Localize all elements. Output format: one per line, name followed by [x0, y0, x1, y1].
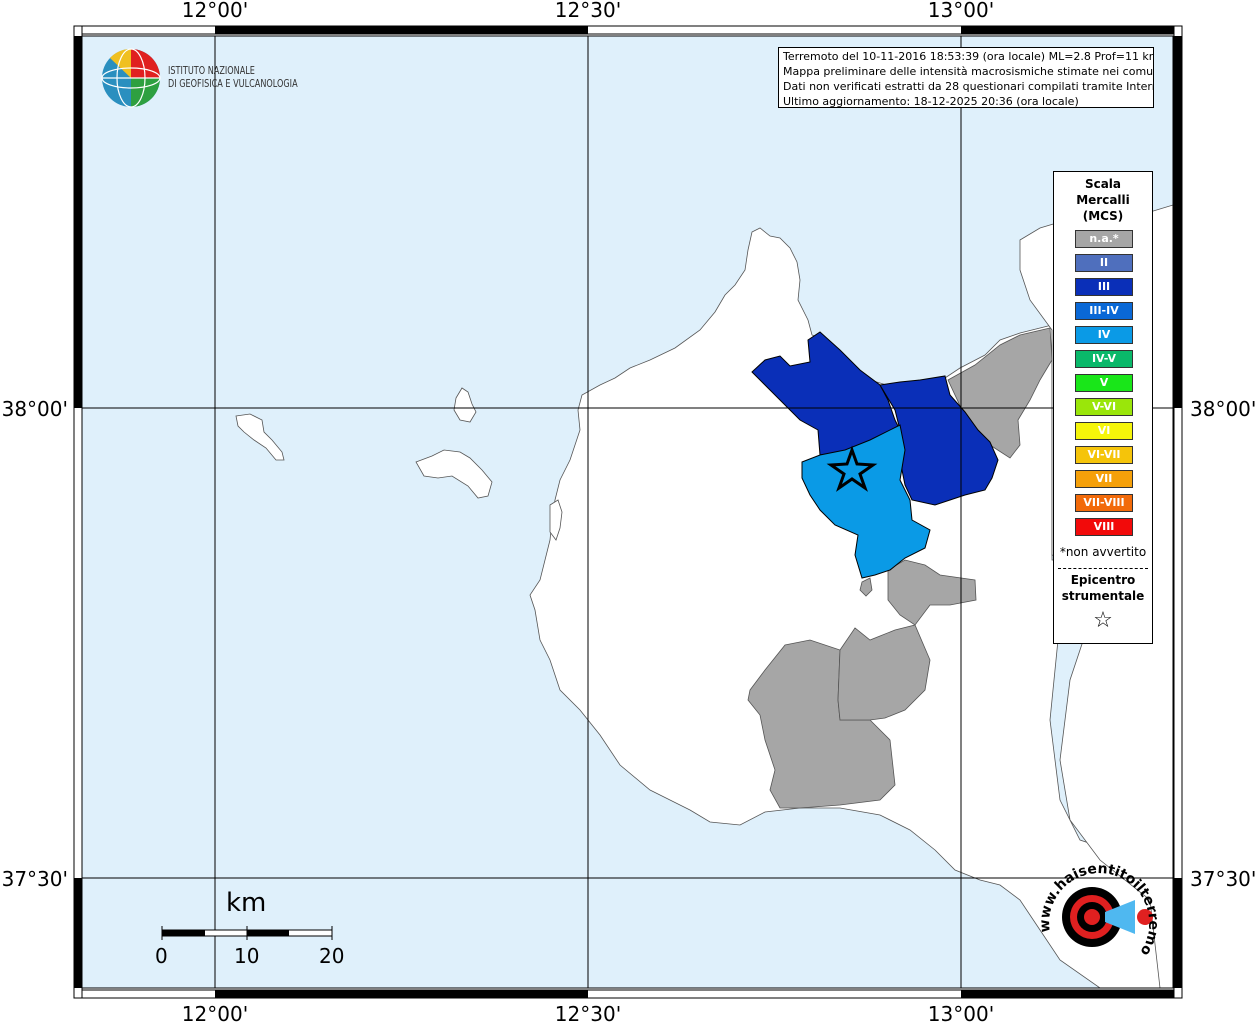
comune-na-south3 — [837, 624, 931, 721]
legend-epicentre: Epicentro strumentale — [1054, 572, 1152, 604]
legend-item: VI — [1075, 422, 1133, 440]
legend-title-2: Mercalli — [1076, 193, 1130, 207]
legend-items: n.a.* II III III-IV IV IV-V V V-VI VI VI-VII VII VI… — [1075, 230, 1133, 542]
lon-label-top-1: 12°00' — [182, 0, 248, 22]
ingv-logo-icon — [101, 48, 161, 108]
legend-item: V — [1075, 374, 1133, 392]
legend-item: n.a.* — [1075, 230, 1133, 248]
legend-epicentre-1: Epicentro — [1070, 573, 1136, 587]
mcs-legend: Scala Mercalli (MCS) n.a.* II III III-IV IV I… — [1053, 171, 1153, 644]
lon-label-bottom-1: 12°00' — [182, 1002, 248, 1024]
legend-item: VIII — [1075, 518, 1133, 536]
lat-label-left-2: 37°30' — [2, 867, 68, 891]
scale-tick-0: 0 — [155, 944, 168, 968]
legend-item: VII — [1075, 470, 1133, 488]
legend-title-3: (MCS) — [1082, 209, 1124, 223]
lon-label-top-3: 13°00' — [928, 0, 994, 22]
logo-line-1: ISTITUTO NAZIONALE — [168, 64, 255, 77]
info-line-2: Mappa preliminare delle intensità macros… — [783, 65, 1154, 78]
scale-tick-20: 20 — [319, 944, 345, 968]
logo-line-2: DI GEOFISICA E VULCANOLOGIA — [168, 77, 298, 90]
ingv-logo-text: ISTITUTO NAZIONALE DI GEOFISICA E VULCAN… — [168, 64, 298, 90]
comune-iv — [801, 424, 931, 579]
info-line-1: Terremoto del 10-11-2016 18:53:39 (ora l… — [783, 50, 1154, 63]
legend-note: *non avvertito — [1059, 545, 1147, 559]
scale-unit: km — [226, 888, 267, 918]
legend-epicentre-2: strumentale — [1061, 589, 1145, 603]
lon-label-bottom-3: 13°00' — [928, 1002, 994, 1024]
lat-label-right-1: 38°00' — [1190, 397, 1255, 421]
legend-item: III-IV — [1075, 302, 1133, 320]
scale-tick-10: 10 — [234, 944, 260, 968]
island-levanzo — [453, 387, 477, 423]
lat-label-left-1: 38°00' — [2, 397, 68, 421]
epicentre-star — [826, 445, 878, 492]
graticule — [82, 36, 1173, 988]
legend-item: V-VI — [1075, 398, 1133, 416]
legend-item: VII-VIII — [1075, 494, 1133, 512]
comune-na-south2 — [747, 639, 896, 809]
frame-border — [73, 25, 1183, 999]
info-line-3: Dati non verificati estratti da 28 quest… — [783, 80, 1154, 93]
legend-item: VI-VII — [1075, 446, 1133, 464]
comune-iii-west — [751, 331, 901, 456]
legend-title-1: Scala — [1084, 177, 1122, 191]
star-icon: ☆ — [1093, 608, 1113, 633]
legend-item: III — [1075, 278, 1133, 296]
legend-item: IV — [1075, 326, 1133, 344]
scale-bar — [161, 926, 333, 940]
event-info-box: Terremoto del 10-11-2016 18:53:39 (ora l… — [778, 47, 1154, 108]
island-favignana — [415, 449, 493, 499]
legend-item: IV-V — [1075, 350, 1133, 368]
comune-na-small — [859, 577, 873, 597]
island-stagnone — [549, 499, 563, 541]
legend-item: II — [1075, 254, 1133, 272]
legend-title: Scala Mercalli (MCS) — [1054, 176, 1152, 224]
haisentito-logo-icon: www.haisentitoilterremoto.it — [1030, 862, 1161, 959]
info-line-4: Ultimo aggiornamento: 18-12-2025 20:36 (… — [783, 95, 1079, 108]
lat-label-right-2: 37°30' — [1190, 867, 1255, 891]
comune-na-south1 — [887, 559, 977, 626]
island-marettimo — [235, 413, 285, 461]
lon-label-bottom-2: 12°30' — [555, 1002, 621, 1024]
lon-label-top-2: 12°30' — [555, 0, 621, 22]
legend-separator — [1058, 568, 1148, 569]
